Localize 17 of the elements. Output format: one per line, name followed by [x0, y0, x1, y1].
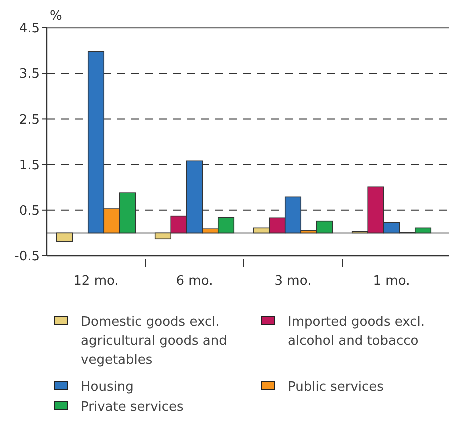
legend-label: Public services — [288, 380, 384, 395]
legend-label: Private services — [81, 400, 184, 415]
legend-label: Domestic goods excl. agricultural goods and vegetables — [81, 315, 228, 368]
legend-label: Housing — [81, 380, 134, 395]
y-tick-label: 4.5 — [19, 22, 40, 37]
x-tick-label: 3 mo. — [274, 274, 312, 289]
y-tick-label: 2.5 — [19, 112, 40, 128]
y-tick-label: -0.5 — [14, 250, 40, 265]
y-axis-title: % — [50, 9, 62, 24]
y-tick-label: 1.5 — [19, 158, 40, 174]
x-tick-label: 1 mo. — [373, 274, 410, 289]
y-tick-label: 3.5 — [19, 67, 40, 82]
x-tick-label: 12 mo. — [74, 274, 119, 289]
x-tick-label: 6 mo. — [176, 274, 214, 289]
bar — [56, 232, 74, 242]
y-tick-label: 0.5 — [19, 204, 40, 219]
legend-label: Imported goods excl. alcohol and tobacco — [288, 315, 425, 349]
